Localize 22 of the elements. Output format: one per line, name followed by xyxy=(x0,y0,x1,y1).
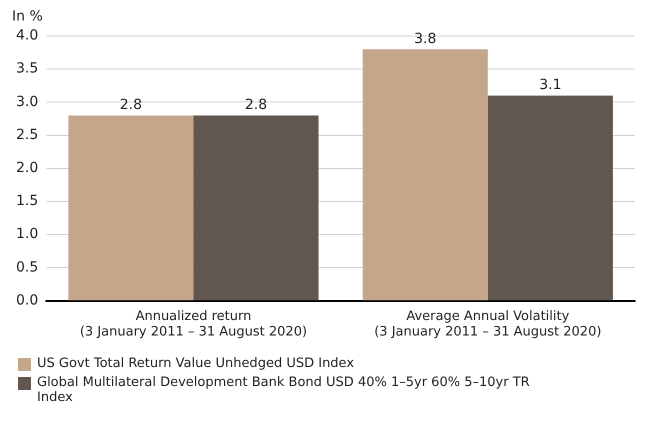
legend-label: US Govt Total Return Value Unhedged USD Index xyxy=(37,356,354,371)
data-label: 3.1 xyxy=(539,77,562,94)
bar xyxy=(488,96,613,300)
y-tick-label: 3.5 xyxy=(16,60,38,77)
bar xyxy=(68,115,194,300)
y-tick-label: 1.5 xyxy=(16,193,38,210)
bar xyxy=(362,49,488,300)
x-tick-label: Annualized return (3 January 2011 – 31 August 2020) xyxy=(80,308,308,340)
y-tick-label: 1.0 xyxy=(16,226,38,242)
bar xyxy=(193,115,319,300)
y-axis-title: In % xyxy=(12,8,43,25)
y-tick-label: 0.5 xyxy=(16,259,38,276)
y-tick-label: 2.5 xyxy=(16,126,38,143)
data-label: 3.8 xyxy=(414,30,436,47)
x-tick-label: Average Annual Volatility (3 January 2011 – 31 August 2020) xyxy=(374,308,602,340)
y-tick-label: 2.0 xyxy=(16,160,38,176)
data-label: 2.8 xyxy=(244,97,268,114)
y-tick-label: 0.0 xyxy=(16,292,38,308)
data-label: 2.8 xyxy=(120,97,142,114)
y-tick-label: 4.0 xyxy=(16,28,38,44)
y-tick-label: 3.0 xyxy=(16,94,38,110)
legend-label: Global Multilateral Development Bank Bond USD 40% 1–5yr 60% 5–10yr TR Index xyxy=(37,375,531,405)
